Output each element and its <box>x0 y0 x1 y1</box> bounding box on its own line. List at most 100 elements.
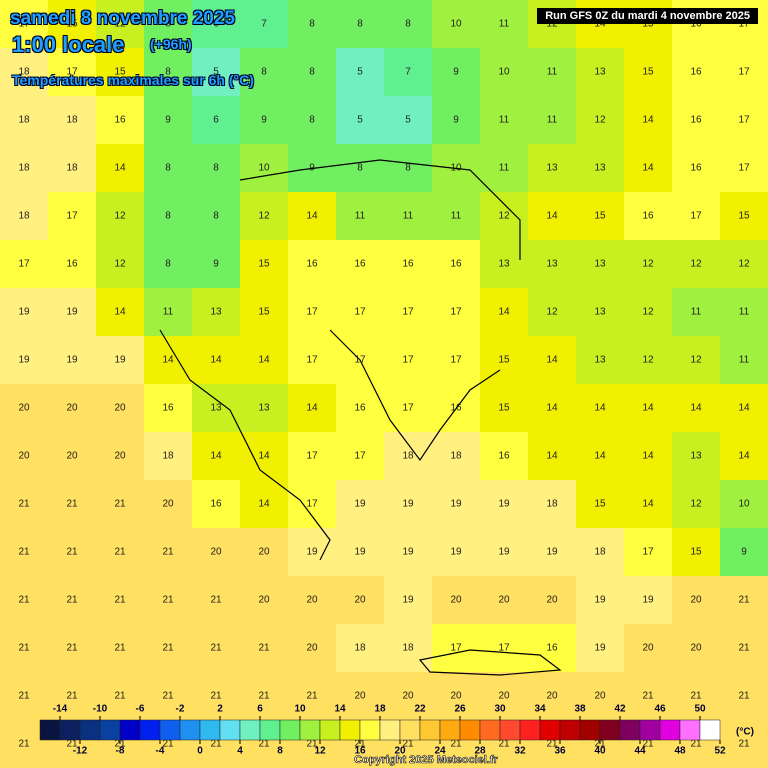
temp-cell <box>144 0 193 49</box>
temp-value: 16 <box>690 67 702 78</box>
temp-cell <box>0 144 49 193</box>
temp-value: 17 <box>738 19 750 30</box>
colorbar-label: 0 <box>197 746 203 757</box>
temp-value: 14 <box>258 451 270 462</box>
temp-cell <box>480 336 529 385</box>
temp-value: 20 <box>546 595 558 606</box>
temp-value: 17 <box>402 307 414 318</box>
colorbar-label: 16 <box>354 746 366 757</box>
temp-cell <box>480 432 529 481</box>
temp-value: 21 <box>450 739 462 750</box>
temp-cell <box>288 576 337 625</box>
temp-value: 14 <box>210 451 222 462</box>
temp-cell <box>624 672 673 721</box>
temp-cell <box>336 528 385 577</box>
temp-value: 17 <box>354 451 366 462</box>
colorbar-swatch <box>359 719 381 741</box>
temp-cell <box>336 144 385 193</box>
colorbar-swatch <box>79 719 101 741</box>
temp-cell <box>384 48 433 97</box>
temp-value: 6 <box>213 19 219 30</box>
temp-value: 19 <box>18 307 30 318</box>
temp-cell <box>192 528 241 577</box>
temp-cell <box>384 0 433 49</box>
temp-value: 20 <box>594 691 606 702</box>
temp-value: 12 <box>546 19 558 30</box>
temp-value: 15 <box>642 67 654 78</box>
temp-value: 21 <box>18 643 30 654</box>
temp-value: 8 <box>357 19 363 30</box>
temp-value: 20 <box>210 547 222 558</box>
temp-cell <box>528 96 577 145</box>
temp-cell <box>240 144 289 193</box>
temp-cell <box>336 0 385 49</box>
temp-value: 7 <box>261 19 267 30</box>
time: 1:00 locale <box>12 32 125 57</box>
temp-cell <box>240 480 289 529</box>
temp-cell <box>480 480 529 529</box>
temp-cell <box>720 720 768 768</box>
temp-cell <box>240 288 289 337</box>
temp-value: 14 <box>594 451 606 462</box>
temp-value: 17 <box>306 451 318 462</box>
temp-value: 19 <box>18 355 30 366</box>
temp-value: 19 <box>450 547 462 558</box>
temp-value: 17 <box>450 307 462 318</box>
temp-cell <box>480 96 529 145</box>
temp-cell <box>576 384 625 433</box>
temp-value: 21 <box>18 547 30 558</box>
temp-value: 13 <box>594 355 606 366</box>
colorbar-label: 40 <box>594 746 606 757</box>
temp-cell <box>384 528 433 577</box>
temp-cell <box>720 672 768 721</box>
temp-value: 20 <box>402 691 414 702</box>
temp-cell <box>480 144 529 193</box>
temp-cell <box>672 624 721 673</box>
temp-value: 21 <box>498 739 510 750</box>
temp-cell <box>576 192 625 241</box>
temp-value: 21 <box>690 739 702 750</box>
temp-cell <box>624 624 673 673</box>
colorbar-label: 50 <box>694 704 706 715</box>
temp-cell <box>288 240 337 289</box>
temp-value: 9 <box>165 115 171 126</box>
temp-cell <box>528 144 577 193</box>
temp-value: 18 <box>66 115 78 126</box>
temp-cell <box>0 576 49 625</box>
temp-value: 15 <box>738 211 750 222</box>
temp-value: 21 <box>18 499 30 510</box>
temp-cell <box>432 576 481 625</box>
temp-value: 19 <box>642 595 654 606</box>
temp-value: 21 <box>306 739 318 750</box>
temp-cell <box>288 480 337 529</box>
temp-value: 12 <box>690 355 702 366</box>
temp-value: 21 <box>162 691 174 702</box>
temp-cell <box>528 48 577 97</box>
temp-value: 20 <box>66 451 78 462</box>
colorbar-label: 22 <box>414 704 426 715</box>
temp-cell <box>528 336 577 385</box>
temp-cell <box>0 96 49 145</box>
temp-cell <box>288 528 337 577</box>
temp-cell <box>480 672 529 721</box>
colorbar-swatch <box>39 719 61 741</box>
lead-time: (+96h) <box>150 36 192 52</box>
temp-cell <box>48 96 97 145</box>
temp-cell <box>96 192 145 241</box>
temp-value: 13 <box>594 259 606 270</box>
temp-cell <box>576 672 625 721</box>
temp-cell <box>144 192 193 241</box>
temp-cell <box>720 192 768 241</box>
temp-value: 18 <box>66 163 78 174</box>
temp-value: 15 <box>498 355 510 366</box>
colorbar-swatch <box>479 719 501 741</box>
temp-value: 21 <box>258 739 270 750</box>
temp-cell <box>624 144 673 193</box>
temp-value: 21 <box>114 739 126 750</box>
temp-cell <box>576 576 625 625</box>
temp-value: 8 <box>261 67 267 78</box>
temp-cell <box>192 144 241 193</box>
temp-cell <box>432 672 481 721</box>
temp-cell <box>144 672 193 721</box>
temp-cell <box>96 576 145 625</box>
